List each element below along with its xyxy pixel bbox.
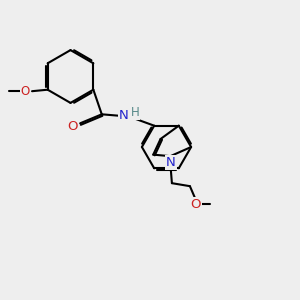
Text: O: O bbox=[68, 120, 78, 133]
Text: O: O bbox=[190, 198, 201, 211]
Text: H: H bbox=[130, 106, 139, 119]
Text: N: N bbox=[166, 156, 176, 169]
Text: O: O bbox=[20, 85, 30, 98]
Text: N: N bbox=[119, 109, 128, 122]
